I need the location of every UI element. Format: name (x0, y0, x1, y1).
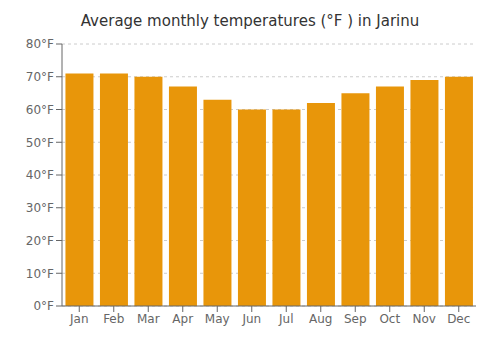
svg-text:Aug: Aug (309, 312, 332, 326)
svg-text:Jan: Jan (69, 312, 89, 326)
svg-text:Sep: Sep (344, 312, 367, 326)
svg-text:40°F: 40°F (26, 168, 54, 182)
svg-text:20°F: 20°F (26, 234, 54, 248)
svg-text:60°F: 60°F (26, 103, 54, 117)
html-text:Average monthly temperatures (: Average monthly temperatures (°F ) in Ja… (80, 12, 420, 30)
svg-text:Apr: Apr (172, 312, 193, 326)
svg-text:Jul: Jul (278, 312, 293, 326)
svg-text:Nov: Nov (413, 312, 436, 326)
svg-text:Dec: Dec (447, 312, 470, 326)
svg-text:30°F: 30°F (26, 201, 54, 215)
svg-text:10°F: 10°F (26, 267, 54, 281)
svg-text:Jun: Jun (241, 312, 261, 326)
svg-text:0°F: 0°F (33, 299, 54, 313)
svg-text:Oct: Oct (379, 312, 400, 326)
svg-text:May: May (205, 312, 230, 326)
svg-text:Feb: Feb (103, 312, 124, 326)
svg-text:80°F: 80°F (26, 37, 54, 51)
svg-text:70°F: 70°F (26, 70, 54, 84)
svg-text:Mar: Mar (137, 312, 160, 326)
svg-text:50°F: 50°F (26, 136, 54, 150)
